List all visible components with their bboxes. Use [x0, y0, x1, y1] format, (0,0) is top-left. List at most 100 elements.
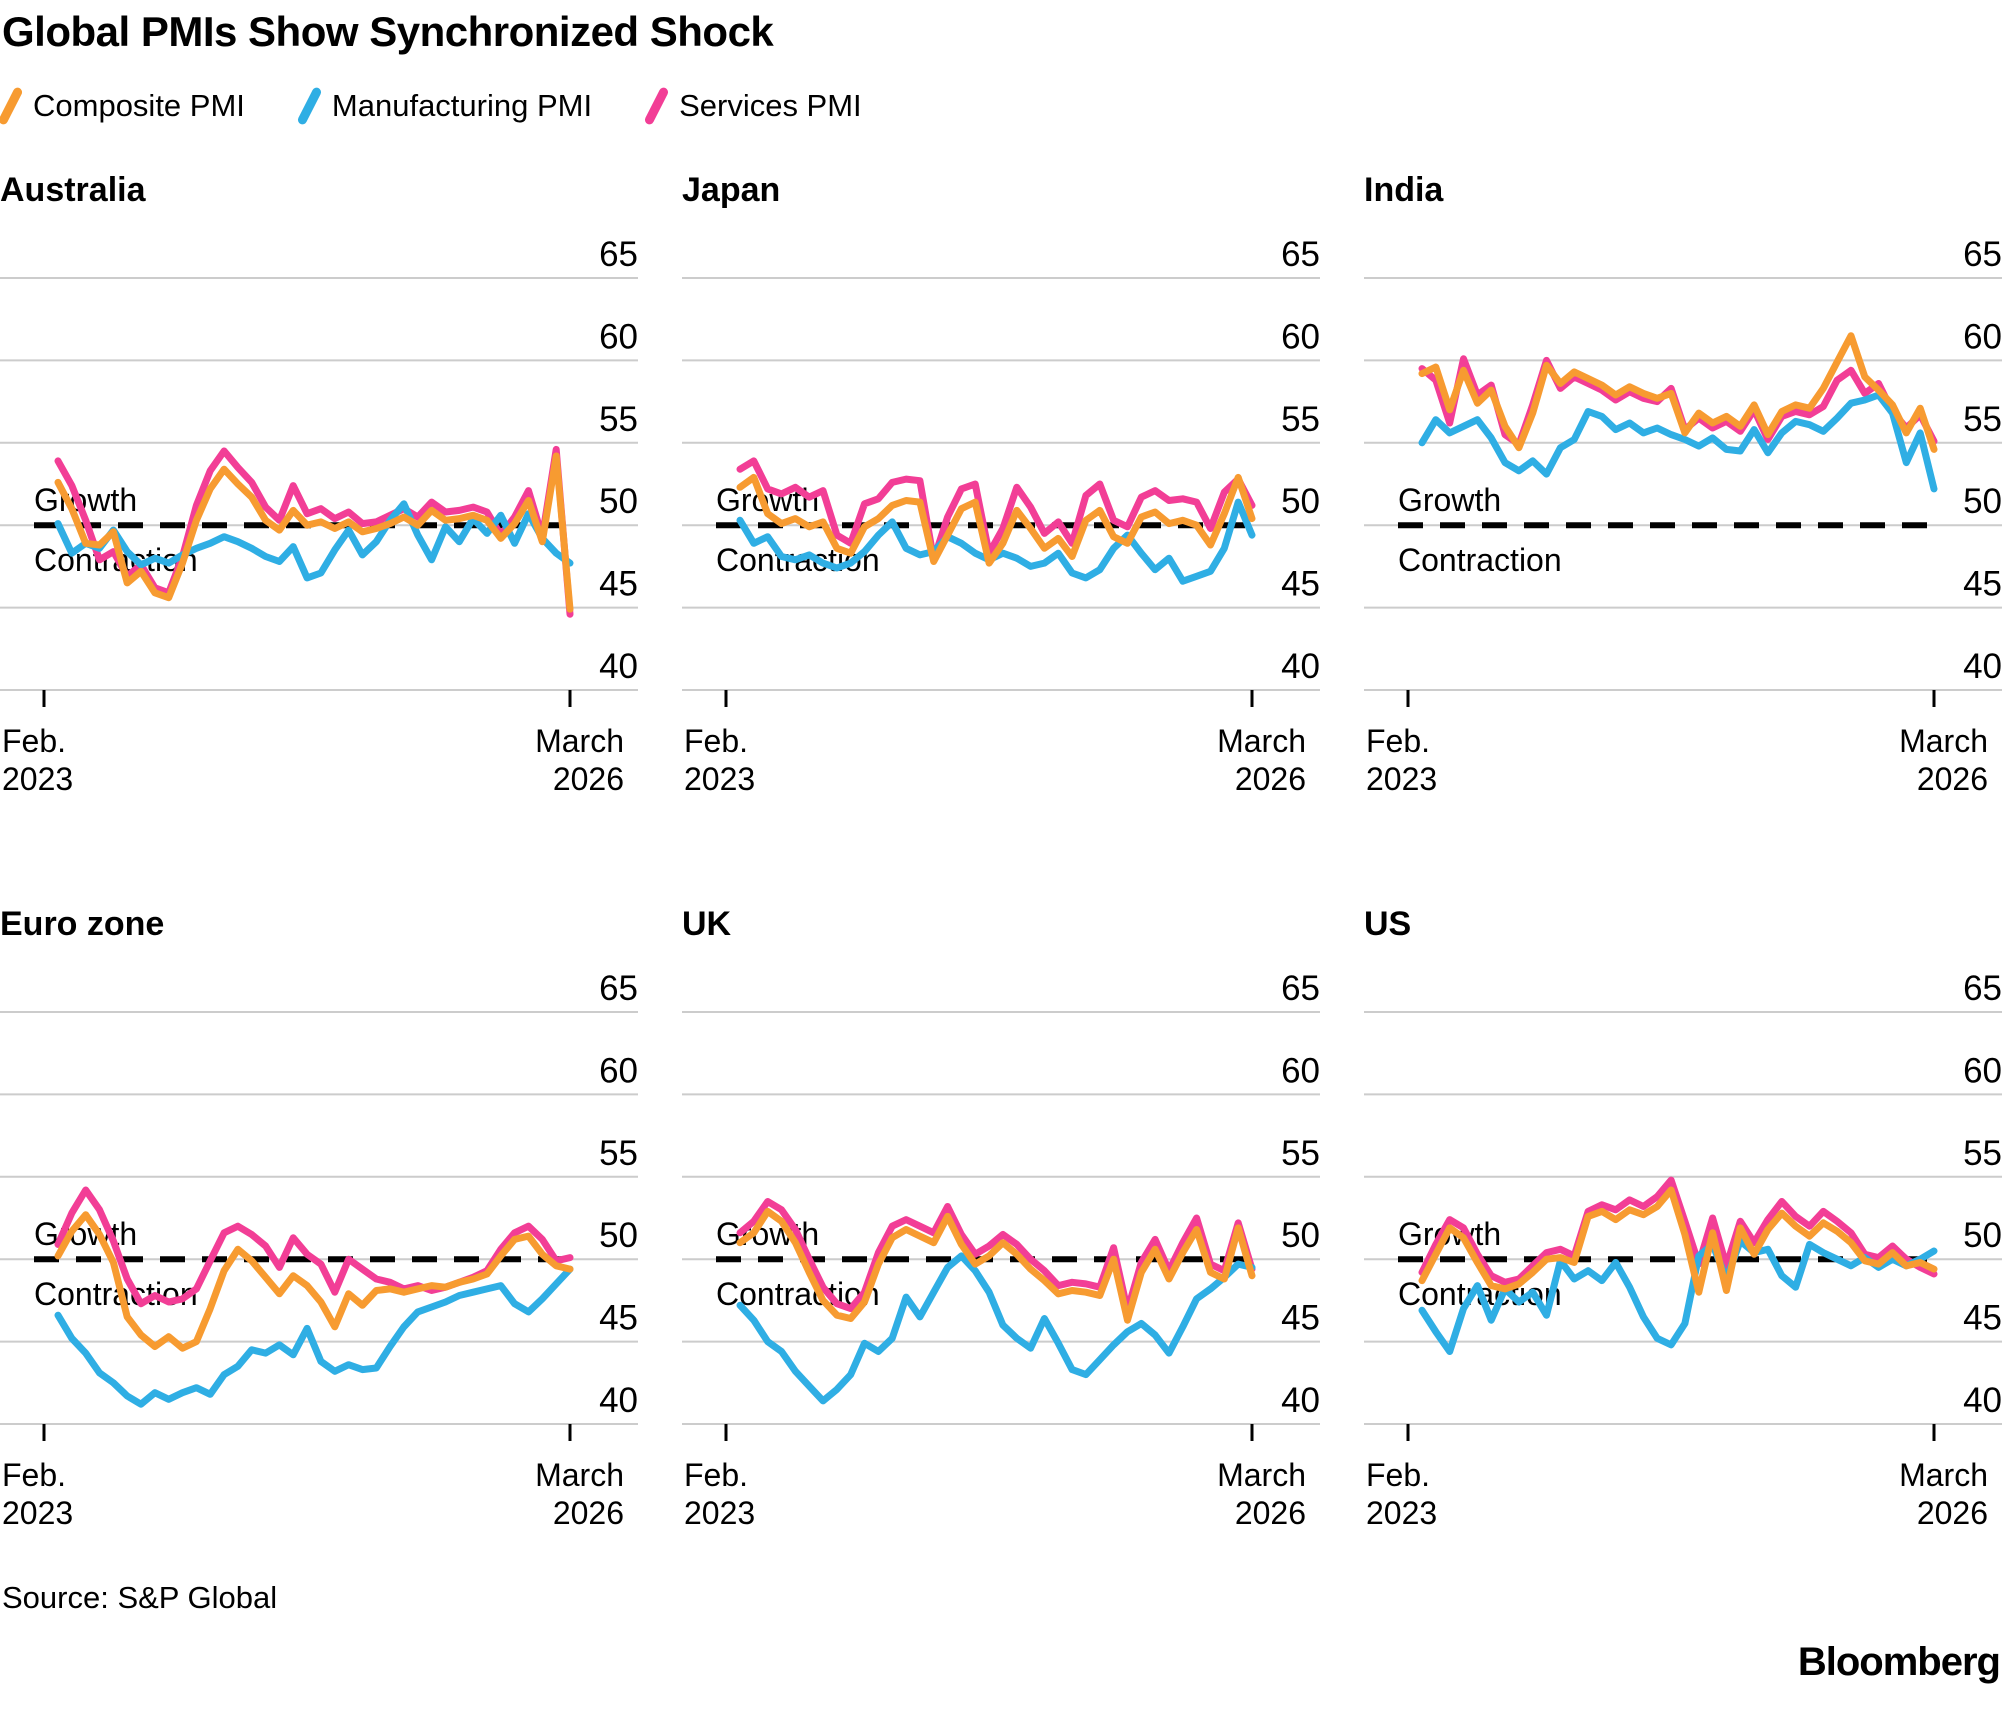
- y-tick-label: 65: [1963, 969, 2002, 1008]
- bloomberg-logo: Bloomberg: [1797, 1640, 2001, 1684]
- panel-title: Euro zone: [0, 905, 165, 943]
- y-tick-label: 40: [1963, 1381, 2002, 1420]
- panel-title: India: [1364, 171, 1444, 209]
- y-tick-label: 45: [1281, 1299, 1320, 1338]
- x-axis: Feb. 2023 March 2026: [0, 1444, 638, 1532]
- series-line-services-pmi: [54, 445, 574, 618]
- x-tick-label-end: March 2026: [1899, 1457, 1988, 1532]
- x-axis: Feb. 2023 March 2026: [682, 1444, 1320, 1532]
- chart-panel: Japan 65 60 55 50 45 40 Growth Contraction Feb.…: [682, 170, 1320, 798]
- chart-panel: US 65 60 55 50 45 40 Growth Contraction Feb. 20…: [1364, 904, 2002, 1532]
- y-tick-label: 40: [1281, 647, 1320, 686]
- source-note: Source: S&P Global: [2, 1580, 278, 1615]
- y-tick-label: 55: [1963, 400, 2002, 439]
- series-line-manufacturing-pmi: [736, 1252, 1256, 1405]
- y-tick-label: 40: [1281, 1381, 1320, 1420]
- x-tick-label-end: March 2026: [1899, 723, 1988, 798]
- growth-label: Growth: [34, 1216, 137, 1252]
- chart-panel: India 65 60 55 50 45 40 Growth Contraction Feb.…: [1364, 170, 2002, 798]
- y-tick-label: 60: [1963, 317, 2002, 356]
- y-tick-label: 55: [1963, 1134, 2002, 1173]
- y-tick-label: 55: [599, 1134, 638, 1173]
- y-tick-label: 55: [599, 400, 638, 439]
- panel-plot: 65 60 55 50 45 40 Growth Contraction: [1364, 235, 2002, 707]
- y-tick-label: 60: [1963, 1051, 2002, 1090]
- y-tick-label: 65: [1963, 235, 2002, 274]
- x-axis: Feb. 2023 March 2026: [1364, 710, 2002, 798]
- panel-title: Australia: [0, 171, 146, 209]
- legend-item: Manufacturing PMI: [296, 86, 593, 126]
- legend: Composite PMI Manufacturing PMI Services P…: [0, 84, 2002, 128]
- y-tick-label: 60: [599, 317, 638, 356]
- y-tick-label: 45: [1281, 565, 1320, 604]
- series-line-composite-pmi: [54, 452, 574, 613]
- y-tick-label: 50: [599, 1216, 638, 1255]
- series-line-composite-pmi: [1418, 1186, 1938, 1296]
- x-tick-label-end: March 2026: [1217, 1457, 1306, 1532]
- x-tick-label-end: March 2026: [535, 1457, 624, 1532]
- series-line-services-pmi: [736, 1198, 1256, 1314]
- legend-label: Services PMI: [679, 88, 862, 123]
- x-tick-label-end: March 2026: [1217, 723, 1306, 798]
- y-tick-label: 45: [599, 565, 638, 604]
- chart-panel: UK 65 60 55 50 45 40 Growth Contraction Feb. 20…: [682, 904, 1320, 1532]
- legend-label: Composite PMI: [33, 88, 245, 123]
- y-tick-label: 55: [1281, 400, 1320, 439]
- y-tick-label: 50: [599, 482, 638, 521]
- slash-icon: [643, 86, 670, 126]
- x-tick-label-end: March 2026: [535, 723, 624, 798]
- y-tick-label: 50: [1963, 482, 2002, 521]
- y-tick-label: 60: [1281, 317, 1320, 356]
- x-axis: Feb. 2023 March 2026: [682, 710, 1320, 798]
- legend-item: Services PMI: [643, 86, 862, 126]
- series-line-composite-pmi: [1418, 332, 1938, 453]
- series-line-manufacturing-pmi: [1418, 391, 1938, 493]
- x-axis: Feb. 2023 March 2026: [1364, 1444, 2002, 1532]
- series-line-manufacturing-pmi: [54, 1265, 574, 1408]
- y-tick-label: 45: [1963, 565, 2002, 604]
- y-tick-label: 65: [1281, 969, 1320, 1008]
- y-tick-label: 45: [599, 1299, 638, 1338]
- slash-icon: [0, 86, 24, 126]
- x-tick-label-start: Feb. 2023: [1366, 723, 1438, 798]
- series-line-manufacturing-pmi: [54, 500, 574, 582]
- series-line-composite-pmi: [736, 473, 1256, 567]
- x-tick-label-start: Feb. 2023: [684, 723, 756, 798]
- x-tick-label-start: Feb. 2023: [1366, 1457, 1438, 1532]
- x-tick-label-start: Feb. 2023: [684, 1457, 756, 1532]
- chart-page: Global PMIs Show Synchronized Shock Comp…: [0, 8, 2002, 1712]
- x-axis: Feb. 2023 March 2026: [0, 710, 638, 798]
- series-line-composite-pmi: [54, 1211, 574, 1352]
- chart-panel: Euro zone 65 60 55 50 45 40 Growth Contraction …: [0, 904, 638, 1532]
- panel-title: UK: [682, 905, 732, 943]
- y-tick-label: 45: [1963, 1299, 2002, 1338]
- y-tick-label: 40: [599, 1381, 638, 1420]
- y-tick-label: 50: [1281, 482, 1320, 521]
- series-line-services-pmi: [736, 457, 1256, 564]
- panel-title: US: [1364, 905, 1412, 943]
- contraction-label: Contraction: [1398, 542, 1562, 578]
- y-tick-label: 40: [599, 647, 638, 686]
- y-tick-label: 50: [1281, 1216, 1320, 1255]
- chart-panel: Australia 65 60 55 50 45 40 Growth Contraction …: [0, 170, 638, 798]
- growth-label: Growth: [1398, 482, 1501, 518]
- legend-label: Manufacturing PMI: [331, 88, 593, 123]
- x-tick-label-start: Feb. 2023: [2, 1457, 74, 1532]
- y-tick-label: 55: [1281, 1134, 1320, 1173]
- y-tick-label: 65: [599, 235, 638, 274]
- legend-item: Composite PMI: [0, 86, 245, 126]
- x-tick-label-start: Feb. 2023: [2, 723, 74, 798]
- y-tick-label: 50: [1963, 1216, 2002, 1255]
- chart-title: Global PMIs Show Synchronized Shock: [2, 8, 774, 55]
- panels-grid: Australia 65 60 55 50 45 40 Growth Contraction …: [0, 170, 2002, 1532]
- panel-title: Japan: [682, 171, 781, 209]
- series-line-composite-pmi: [736, 1207, 1256, 1324]
- y-tick-label: 60: [599, 1051, 638, 1090]
- slash-icon: [296, 86, 323, 126]
- y-tick-label: 40: [1963, 647, 2002, 686]
